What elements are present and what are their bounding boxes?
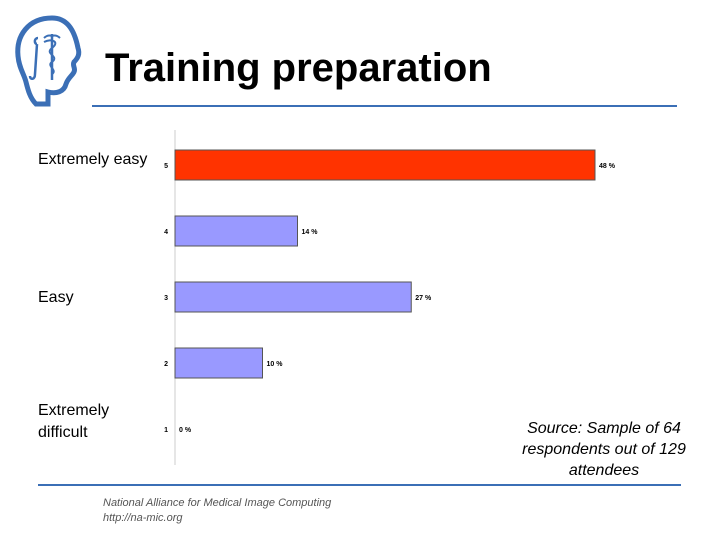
footer: National Alliance for Medical Image Comp… <box>103 496 331 526</box>
label-easy: Easy <box>38 289 74 306</box>
value-label-1: 0 % <box>179 427 192 434</box>
tick-label-2: 2 <box>164 361 168 368</box>
bar-5 <box>174 149 596 181</box>
label-extremely-difficult: Extremely difficult <box>38 402 110 441</box>
source-note: Source: Sample of 64 respondents out of … <box>522 420 686 479</box>
bar-2 <box>174 347 263 379</box>
value-label-3: 27 % <box>415 295 432 302</box>
namic-logo <box>15 15 82 107</box>
value-label-2: 10 % <box>267 361 284 368</box>
value-label-5: 48 % <box>599 163 616 170</box>
value-label-4: 14 % <box>302 229 319 236</box>
label-extremely-easy: Extremely easy <box>38 151 148 168</box>
footer-url: http://na-mic.org <box>103 512 183 524</box>
footer-org: National Alliance for Medical Image Comp… <box>103 497 332 509</box>
page-title: Training preparation <box>105 46 492 90</box>
tick-label-5: 5 <box>164 163 168 170</box>
bar-3 <box>174 281 412 313</box>
bar-4 <box>174 215 298 247</box>
title-divider <box>92 105 677 107</box>
tick-label-3: 3 <box>164 295 168 302</box>
tick-label-4: 4 <box>164 229 168 236</box>
footer-divider <box>38 484 681 486</box>
tick-label-1: 1 <box>164 427 168 434</box>
